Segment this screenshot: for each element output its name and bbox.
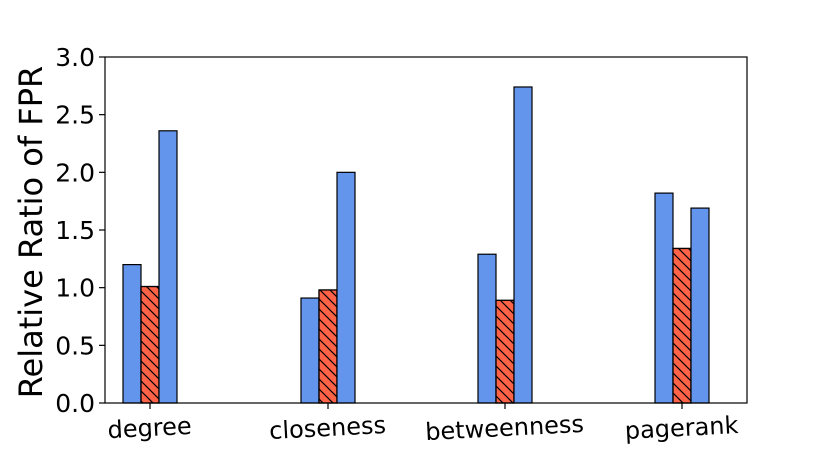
x-tick-label: closeness (269, 411, 387, 445)
x-tick-label: betweenness (425, 410, 585, 446)
x-tick-label: pagerank (624, 411, 739, 445)
ticks-layer: 0.0 0.5 1.0 1.5 2.0 2.5 3.0 degree closeness betw… (55, 43, 739, 446)
bars-layer (122, 86, 710, 404)
bar-hatch-degree-series-2 (140, 285, 160, 404)
bar-betweenness-series-1 (477, 253, 497, 404)
y-axis-label: Relative Ratio of FPR (12, 66, 50, 399)
bar-betweenness-series-3 (513, 86, 533, 404)
y-tick-label: 1.0 (55, 274, 95, 303)
plot-frame (104, 56, 748, 404)
bar-hatch-pagerank-series-2 (672, 247, 692, 404)
bar-pagerank-series-3 (690, 207, 710, 404)
axes-layer (104, 56, 748, 404)
y-tick-label: 0.5 (55, 331, 95, 360)
bar-closeness-series-1 (300, 297, 320, 404)
y-tick-label: 2.5 (55, 101, 95, 130)
bar-hatch-closeness-series-2 (318, 289, 338, 404)
y-tick-label: 2.0 (55, 158, 95, 187)
y-tick-label: 1.5 (55, 216, 95, 245)
y-tick-label: 0.0 (55, 389, 95, 418)
bar-pagerank-series-1 (654, 192, 674, 404)
bar-hatch-betweenness-series-2 (495, 299, 515, 404)
x-tick-label: degree (107, 412, 192, 444)
bar-degree-series-3 (158, 130, 178, 404)
y-tick-label: 3.0 (55, 43, 95, 72)
bar-degree-series-1 (122, 264, 142, 404)
bar-closeness-series-3 (336, 171, 356, 404)
